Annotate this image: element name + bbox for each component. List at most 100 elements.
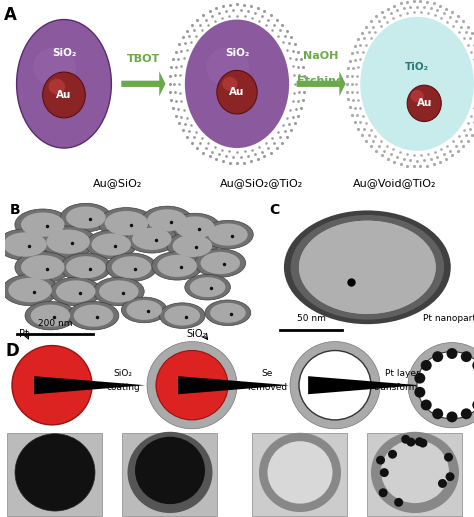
Circle shape — [447, 412, 457, 422]
Circle shape — [99, 280, 138, 302]
Circle shape — [159, 303, 205, 328]
Ellipse shape — [49, 79, 65, 95]
Circle shape — [127, 300, 162, 320]
Circle shape — [74, 305, 113, 327]
Circle shape — [299, 221, 436, 314]
Circle shape — [394, 498, 403, 507]
Text: NaOH: NaOH — [303, 51, 338, 61]
Circle shape — [86, 231, 137, 258]
Circle shape — [195, 249, 246, 277]
Ellipse shape — [290, 342, 380, 429]
Circle shape — [210, 303, 246, 323]
Circle shape — [299, 221, 436, 314]
Circle shape — [132, 228, 172, 250]
Ellipse shape — [156, 351, 228, 420]
Circle shape — [190, 277, 226, 297]
Circle shape — [291, 215, 444, 320]
Circle shape — [167, 232, 218, 260]
Ellipse shape — [259, 433, 341, 512]
Ellipse shape — [135, 437, 205, 504]
Ellipse shape — [410, 90, 424, 102]
Ellipse shape — [128, 432, 212, 513]
Circle shape — [66, 206, 106, 229]
Circle shape — [173, 235, 212, 257]
Circle shape — [31, 305, 70, 327]
Circle shape — [105, 211, 148, 235]
Text: Pt: Pt — [19, 329, 29, 339]
Circle shape — [15, 209, 71, 240]
Text: coating: coating — [106, 383, 140, 392]
Circle shape — [147, 209, 187, 232]
Text: 50 nm: 50 nm — [297, 314, 326, 323]
Text: SiO₂: SiO₂ — [187, 329, 207, 339]
Circle shape — [152, 252, 202, 280]
Circle shape — [170, 214, 220, 242]
Circle shape — [21, 255, 64, 280]
Ellipse shape — [360, 17, 474, 151]
Circle shape — [40, 226, 96, 257]
Ellipse shape — [147, 342, 237, 429]
Text: SiO₂: SiO₂ — [52, 48, 76, 58]
Circle shape — [401, 435, 410, 444]
Ellipse shape — [222, 77, 237, 91]
Circle shape — [0, 229, 53, 260]
Ellipse shape — [185, 20, 289, 148]
Ellipse shape — [217, 70, 257, 114]
FancyBboxPatch shape — [253, 433, 347, 516]
Text: Au: Au — [229, 87, 245, 97]
Ellipse shape — [33, 48, 76, 86]
Circle shape — [127, 225, 177, 253]
Circle shape — [66, 256, 106, 278]
Circle shape — [376, 455, 385, 465]
Ellipse shape — [408, 343, 474, 428]
Circle shape — [432, 351, 443, 362]
Text: Au: Au — [417, 98, 432, 109]
Circle shape — [99, 207, 155, 239]
Circle shape — [208, 223, 248, 246]
Circle shape — [93, 277, 144, 306]
Text: 200 nm: 200 nm — [38, 320, 73, 328]
Circle shape — [461, 351, 472, 362]
Text: D: D — [6, 342, 20, 360]
Text: transformed: transformed — [374, 383, 430, 392]
Circle shape — [432, 408, 443, 419]
Circle shape — [46, 230, 90, 254]
Ellipse shape — [206, 48, 249, 86]
Circle shape — [380, 468, 389, 477]
Circle shape — [21, 212, 64, 237]
Text: C: C — [269, 203, 280, 217]
Ellipse shape — [381, 439, 449, 503]
Circle shape — [438, 479, 447, 488]
Circle shape — [421, 400, 432, 410]
Text: Au@Void@TiO₂: Au@Void@TiO₂ — [353, 178, 437, 188]
Circle shape — [284, 210, 451, 324]
Circle shape — [61, 203, 111, 232]
Ellipse shape — [43, 72, 85, 118]
Circle shape — [461, 408, 472, 419]
Circle shape — [201, 252, 240, 274]
Circle shape — [472, 360, 474, 371]
Circle shape — [68, 301, 119, 330]
Text: Au: Au — [56, 90, 72, 100]
Text: Au@SiO₂@TiO₂: Au@SiO₂@TiO₂ — [220, 178, 304, 188]
FancyBboxPatch shape — [367, 433, 463, 516]
Circle shape — [205, 300, 251, 326]
Circle shape — [444, 453, 453, 462]
Circle shape — [3, 232, 47, 257]
Circle shape — [379, 488, 388, 497]
Circle shape — [157, 255, 197, 277]
Circle shape — [415, 437, 424, 446]
Circle shape — [56, 280, 96, 302]
Circle shape — [61, 253, 111, 281]
Circle shape — [112, 256, 151, 278]
Ellipse shape — [267, 441, 332, 504]
Text: B: B — [10, 203, 20, 217]
Circle shape — [447, 348, 457, 359]
FancyBboxPatch shape — [8, 433, 102, 516]
Text: removed: removed — [247, 383, 287, 392]
Ellipse shape — [17, 20, 111, 148]
Circle shape — [2, 275, 58, 306]
Circle shape — [142, 206, 192, 235]
Circle shape — [406, 437, 415, 447]
Text: Etching: Etching — [298, 76, 344, 86]
